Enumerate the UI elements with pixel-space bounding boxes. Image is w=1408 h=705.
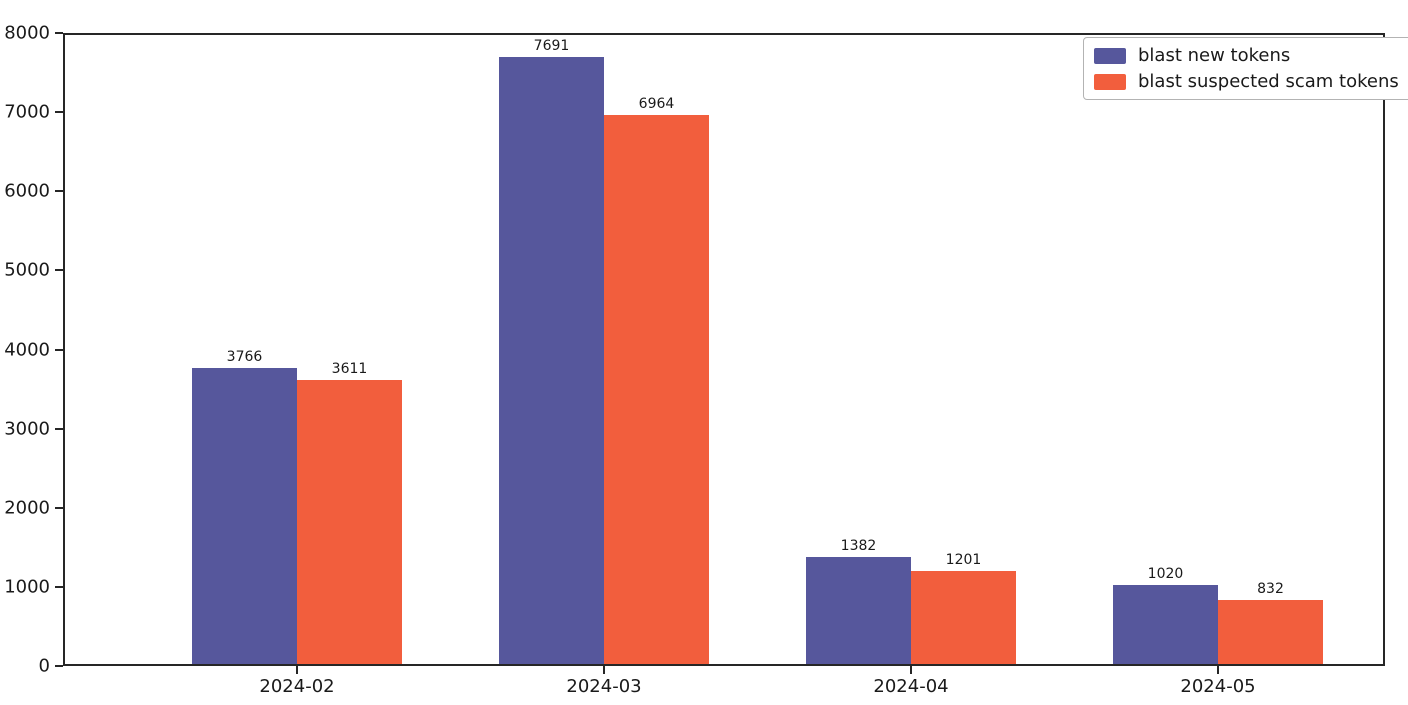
x-tick-mark <box>910 666 912 674</box>
bar-value-label: 1201 <box>945 552 982 568</box>
y-tick-mark <box>55 585 63 588</box>
bar-value-label: 1382 <box>840 538 877 554</box>
y-tick-label: 2000 <box>4 497 50 519</box>
legend-swatch-scam-tokens-icon <box>1094 73 1126 90</box>
y-tick-label: 6000 <box>4 180 50 202</box>
bar <box>806 557 911 666</box>
x-tick-mark <box>603 666 605 674</box>
legend-item-new-tokens: blast new tokens <box>1094 45 1399 66</box>
legend-label-new-tokens: blast new tokens <box>1138 45 1291 66</box>
y-tick-label: 4000 <box>4 339 50 360</box>
y-tick-label: 7000 <box>4 101 50 123</box>
x-tick-label: 2024-02 <box>259 676 335 697</box>
bar <box>604 115 709 666</box>
y-tick-mark <box>55 348 63 351</box>
y-tick-label: 8000 <box>4 22 50 44</box>
y-tick-mark <box>55 111 63 114</box>
y-tick-label: 5000 <box>4 259 50 281</box>
bar <box>192 368 297 666</box>
legend-item-scam-tokens: blast suspected scam tokens <box>1094 71 1399 92</box>
y-tick-mark <box>55 269 63 272</box>
y-tick-label: 3000 <box>4 418 50 440</box>
y-tick-mark <box>55 32 63 34</box>
legend-swatch-new-tokens-icon <box>1094 47 1126 64</box>
legend-label-scam-tokens: blast suspected scam tokens <box>1138 71 1399 92</box>
bar <box>297 380 402 666</box>
x-tick-label: 2024-03 <box>566 676 642 697</box>
bar <box>1113 585 1218 666</box>
y-tick-label: 0 <box>38 655 50 677</box>
bar-value-label: 832 <box>1257 581 1284 597</box>
bar-value-label: 7691 <box>533 38 570 54</box>
x-tick-label: 2024-05 <box>1180 676 1256 697</box>
y-tick-mark <box>55 506 63 509</box>
legend: blast new tokens blast suspected scam to… <box>1083 37 1408 100</box>
y-tick-mark <box>55 665 63 667</box>
bar-value-label: 6964 <box>638 96 675 112</box>
bar <box>911 571 1016 666</box>
x-tick-mark <box>296 666 298 674</box>
x-tick-label: 2024-04 <box>873 676 949 697</box>
y-tick-mark <box>55 427 63 430</box>
bar-value-label: 1020 <box>1147 566 1184 582</box>
bar <box>1218 600 1323 666</box>
bar <box>499 57 604 666</box>
bar-value-label: 3611 <box>331 361 368 377</box>
x-tick-mark <box>1217 666 1219 674</box>
bar-value-label: 3766 <box>226 349 263 365</box>
y-tick-label: 1000 <box>4 576 50 598</box>
y-tick-mark <box>55 190 63 193</box>
